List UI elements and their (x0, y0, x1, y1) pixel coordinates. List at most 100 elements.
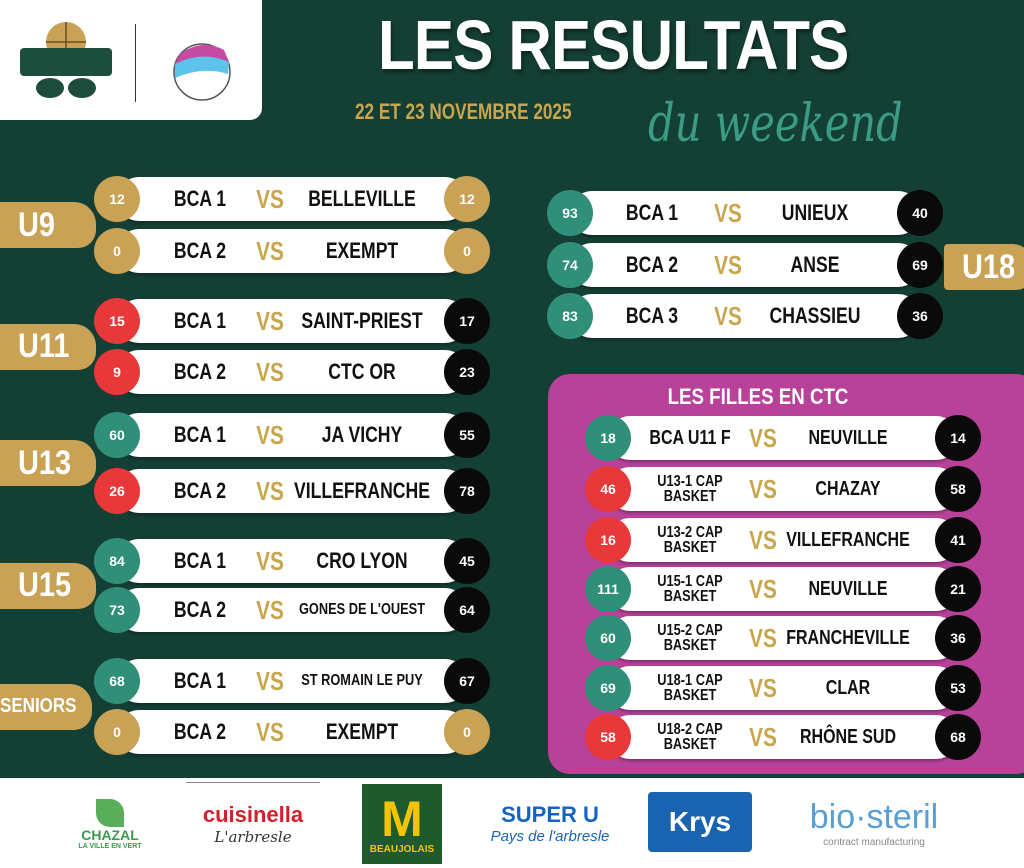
sponsor-name: SUPER U (501, 801, 599, 827)
home-score: 93 (547, 190, 593, 236)
category-label-u15: U15 (0, 562, 96, 609)
home-score: 9 (94, 349, 140, 395)
home-score: 74 (547, 242, 593, 288)
home-team: BCA 3 (625, 302, 679, 328)
away-team: BELLEVILLE (308, 185, 416, 211)
away-team: VILLEFRANCHE (294, 477, 430, 503)
match-row: 12 12 BCA 1 VS BELLEVILLE (94, 176, 490, 222)
vs-label: VS (749, 672, 777, 703)
home-team: BCA 2 (173, 596, 227, 622)
away-team: GONES DE L'OUEST (298, 601, 426, 619)
vs-label: VS (256, 235, 284, 266)
category-label-text: U18 (962, 247, 1016, 286)
bca-logo (20, 22, 112, 98)
leaf-icon (96, 798, 124, 827)
away-team: NEUVILLE (808, 577, 888, 600)
away-score: 41 (935, 517, 981, 563)
home-team: U18-2 CAP BASKET (657, 720, 723, 753)
vs-label: VS (714, 249, 742, 280)
home-score: 18 (585, 415, 631, 461)
sponsor-cuisinella: cuisinella L'arbresle (186, 782, 320, 864)
away-score: 78 (444, 468, 490, 514)
match-row: 68 67 BCA 1 VS ST ROMAIN LE PUY (94, 658, 490, 704)
vs-label: VS (749, 524, 777, 555)
home-score: 0 (94, 228, 140, 274)
sponsor-super-u: SUPER U Pays de l'arbresle (480, 798, 620, 848)
page-subtitle: du weekend (648, 94, 903, 154)
sponsor-name: Krys (668, 806, 732, 837)
home-score: 68 (94, 658, 140, 704)
away-score: 55 (444, 412, 490, 458)
home-score: 84 (94, 538, 140, 584)
match-row: 15 17 BCA 1 VS SAINT-PRIEST (94, 298, 490, 344)
match-row: 73 64 BCA 2 VS GONES DE L'OUEST (94, 587, 490, 633)
category-label-text: SENIORS (0, 695, 77, 717)
away-score: 0 (444, 228, 490, 274)
home-score: 60 (585, 615, 631, 661)
away-score: 69 (897, 242, 943, 288)
away-team: RHÔNE SUD (799, 725, 896, 748)
away-score: 36 (897, 293, 943, 339)
home-team: BCA 1 (173, 547, 227, 573)
away-score: 12 (444, 176, 490, 222)
sponsor-name: cuisinella (202, 801, 304, 827)
away-score: 36 (935, 615, 981, 661)
away-team: CRO LYON (316, 547, 408, 573)
home-team: U13-2 CAP BASKET (657, 523, 723, 556)
home-score: 16 (585, 517, 631, 563)
home-team: BCA 2 (173, 477, 227, 503)
match-row: 83 36 BCA 3 VS CHASSIEU (547, 293, 943, 339)
home-team: BCA 1 (173, 421, 227, 447)
home-team: BCA 1 (173, 307, 227, 333)
away-team: ST ROMAIN LE PUY (301, 672, 423, 690)
home-team: BCA 2 (625, 251, 679, 277)
vs-label: VS (256, 356, 284, 387)
weekend-date: 22 ET 23 NOVEMBRE 2025 (355, 99, 572, 124)
away-score: 64 (444, 587, 490, 633)
home-score: 15 (94, 298, 140, 344)
vs-label: VS (256, 419, 284, 450)
home-team: U18-1 CAP BASKET (657, 671, 723, 704)
sponsors-footer: CHAZAL LA VILLE EN VERT cuisinella L'arb… (0, 778, 1024, 868)
vs-label: VS (256, 305, 284, 336)
home-score: 58 (585, 714, 631, 760)
match-row: 0 0 BCA 2 VS EXEMPT (94, 228, 490, 274)
sponsor-bio-steril: bio·steril contract manufacturing (784, 792, 964, 854)
home-score: 46 (585, 466, 631, 512)
category-label-seniors: SENIORS (0, 683, 92, 730)
vs-label: VS (749, 622, 777, 653)
match-row: 60 55 BCA 1 VS JA VICHY (94, 412, 490, 458)
sponsor-krys: Krys (648, 792, 752, 852)
match-row: 93 40 BCA 1 VS UNIEUX (547, 190, 943, 236)
vs-label: VS (256, 475, 284, 506)
match-row: 46 58 U13-1 CAP BASKET VS CHAZAY (585, 466, 981, 512)
away-team: CHASSIEU (769, 302, 861, 328)
category-label-text: U11 (18, 327, 70, 365)
vs-label: VS (256, 183, 284, 214)
sponsor-mcdonalds: M BEAUJOLAIS (362, 784, 442, 864)
mcdonalds-logo: M (381, 790, 423, 847)
away-team: CHAZAY (815, 477, 881, 500)
vs-label: VS (749, 573, 777, 604)
sponsor-sub: LA VILLE EN VERT (78, 842, 142, 850)
match-row: 74 69 BCA 2 VS ANSE (547, 242, 943, 288)
away-score: 40 (897, 190, 943, 236)
home-team: BCA 2 (173, 237, 227, 263)
away-team: ANSE (790, 251, 840, 277)
away-score: 17 (444, 298, 490, 344)
category-label-text: U9 (18, 205, 55, 244)
category-label-u9: U9 (0, 202, 96, 248)
cap-basket-logo (173, 43, 231, 101)
away-score: 45 (444, 538, 490, 584)
match-row: 0 0 BCA 2 VS EXEMPT (94, 709, 490, 755)
away-score: 67 (444, 658, 490, 704)
vs-label: VS (714, 300, 742, 331)
home-score: 60 (94, 412, 140, 458)
away-score: 14 (935, 415, 981, 461)
away-team: NEUVILLE (808, 426, 888, 449)
home-team: BCA 1 (173, 185, 227, 211)
home-score: 73 (94, 587, 140, 633)
home-score: 0 (94, 709, 140, 755)
vs-label: VS (749, 721, 777, 752)
vs-label: VS (256, 545, 284, 576)
